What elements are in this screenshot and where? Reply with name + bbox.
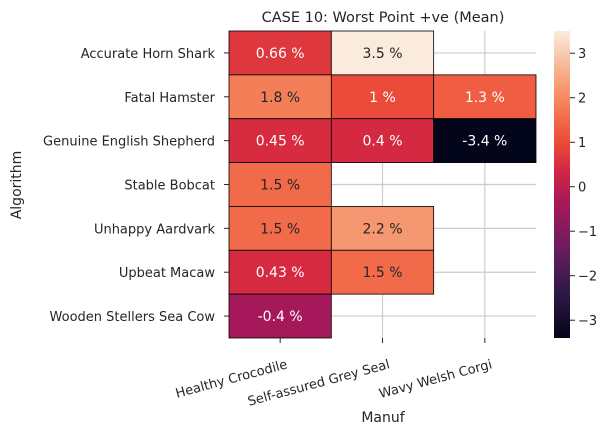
cell-value-label: -3.4 %	[462, 134, 507, 150]
colorbar-tick-label: 1	[578, 136, 586, 151]
colorbar-tick-label: −3	[578, 314, 597, 329]
heatmap-cell	[228, 206, 332, 251]
cell-value-label: 0.43 %	[256, 265, 305, 281]
cell-value-label: -0.4 %	[258, 309, 303, 325]
heatmap-cell	[433, 74, 537, 120]
heatmap-cell	[330, 30, 435, 76]
y-tick-label: Accurate Horn Shark	[81, 47, 216, 62]
colorbar: −3 −2 −1 0 1 2 3	[554, 31, 597, 338]
y-tick-label: Fatal Hamster	[124, 91, 215, 106]
y-tick-label: Unhappy Aardvark	[94, 222, 216, 237]
heatmap-cell	[228, 162, 332, 207]
heatmap-cell	[330, 118, 435, 163]
heatmap-cell	[228, 118, 332, 163]
heatmap-cell	[228, 293, 332, 339]
cell-value-label: 1.5 %	[260, 221, 300, 237]
colorbar-tick-label: −1	[578, 225, 597, 240]
colorbar-tick-label: 3	[578, 47, 586, 62]
colorbar-tick-label: −2	[578, 270, 597, 285]
heatmap-cell	[228, 249, 332, 295]
y-axis-label: Algorithm	[9, 151, 25, 220]
x-axis-label: Manuf	[361, 410, 405, 426]
heatmap-cell	[330, 206, 435, 251]
x-tick-label: Wavy Welsh Corgi	[378, 357, 494, 402]
cell-value-label: 2.2 %	[362, 221, 402, 237]
colorbar-tick-label: 0	[578, 181, 586, 196]
cell-value-label: 0.66 %	[256, 46, 305, 62]
y-tick-label: Wooden Stellers Sea Cow	[50, 310, 216, 325]
colorbar-tick-label: 2	[578, 92, 586, 107]
y-tick-label: Upbeat Macaw	[119, 266, 216, 281]
cell-value-label: 1.5 %	[362, 265, 402, 281]
cell-value-label: 1.8 %	[260, 90, 300, 106]
chart-title: CASE 10: Worst Point +ve (Mean)	[262, 10, 505, 26]
cell-value-label: 0.4 %	[362, 134, 402, 150]
heatmap-cell	[433, 118, 537, 163]
cell-value-label: 1.3 %	[465, 90, 505, 106]
heatmap-cell	[330, 249, 435, 295]
cell-value-label: 0.45 %	[256, 134, 305, 150]
cell-value-label: 1 %	[369, 90, 396, 106]
heatmap-cell	[330, 74, 435, 120]
y-tick-label: Genuine English Shepherd	[43, 135, 215, 150]
colorbar-fill	[554, 31, 570, 338]
cell-value-label: 3.5 %	[362, 46, 402, 62]
y-tick-label: Stable Bobcat	[124, 179, 215, 194]
plot-area: 0.66 % 3.5 % 1.8 % 1 % 1.3 % 0.45 % 0.4 % -3.4 …	[43, 30, 537, 410]
cell-value-label: 1.5 %	[260, 178, 300, 194]
